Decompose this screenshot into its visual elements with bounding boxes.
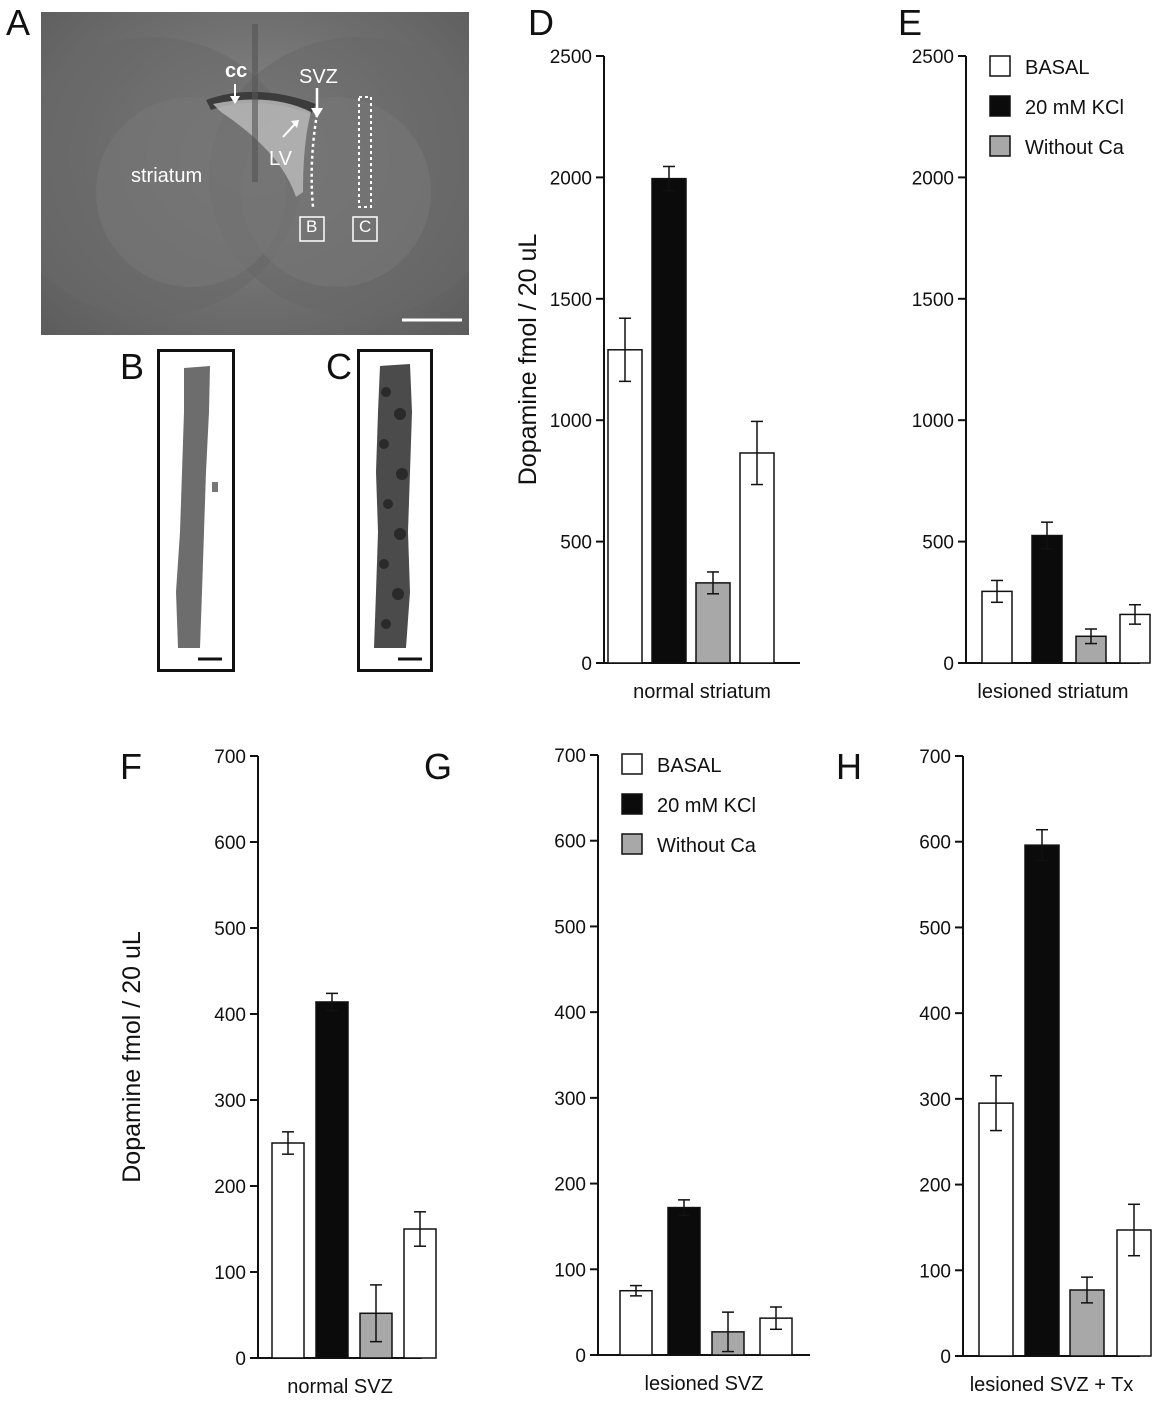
y-tick-label: 400 <box>554 1003 586 1024</box>
panel-label-c: C <box>326 346 352 387</box>
y-tick-label: 700 <box>214 747 246 768</box>
y-axis-label: Dopamine fmol / 20 uL <box>118 931 146 1183</box>
y-tick-label: 200 <box>554 1175 586 1196</box>
bar-2 <box>1031 534 1063 664</box>
y-tick-label: 200 <box>919 1176 951 1197</box>
y-tick-label: 500 <box>922 533 954 554</box>
y-tick-label: 0 <box>575 1346 586 1367</box>
label-striatum: striatum <box>131 165 203 187</box>
legend-label-3: Without Ca <box>657 835 757 857</box>
y-tick-label: 600 <box>214 833 246 854</box>
y-tick-label: 0 <box>943 654 954 675</box>
svz-tissue-strip-panel <box>157 349 235 672</box>
y-tick-label: 400 <box>919 1004 951 1025</box>
panel-label-g: G <box>424 746 453 787</box>
label-box-b: B <box>306 217 318 236</box>
y-tick-label: 100 <box>919 1261 951 1282</box>
y-tick-label: 600 <box>554 832 586 853</box>
chart-h: 0 100 200 300 400 500 600 700 lesioned SVZ + Tx <box>919 747 1152 1396</box>
chart-d: 0 500 1000 1500 2000 2500 normal striatum Dopam… <box>514 47 800 703</box>
y-tick-label: 700 <box>919 747 951 768</box>
bar-2 <box>1024 844 1060 1357</box>
y-tick-label: 100 <box>214 1263 246 1284</box>
y-tick-label: 0 <box>235 1349 246 1370</box>
y-tick-label: 600 <box>919 833 951 854</box>
y-tick-label: 500 <box>919 918 951 939</box>
label-cc: cc <box>225 60 248 82</box>
legend-label-3: Without Ca <box>1025 137 1125 159</box>
y-tick-label: 1000 <box>912 411 954 432</box>
y-tick-label: 100 <box>554 1260 586 1281</box>
panel-label-d: D <box>528 2 554 43</box>
y-tick-label: 500 <box>560 533 592 554</box>
brain-section-drawing <box>41 24 469 322</box>
legend-label-1: BASAL <box>1025 57 1089 79</box>
label-lv: LV <box>269 148 292 170</box>
striatum-tissue-strip-panel <box>357 349 433 672</box>
y-tick-label: 1500 <box>912 290 954 311</box>
legend: BASAL 20 mM KCl Without Ca <box>989 55 1125 159</box>
bar-2 <box>667 1206 701 1356</box>
panel-label-e: E <box>898 2 923 43</box>
legend-swatch-1 <box>621 753 643 775</box>
legend-swatch-3 <box>989 135 1011 157</box>
y-tick-label: 2500 <box>912 47 954 68</box>
bar-4 <box>403 1228 437 1359</box>
svz-tissue-drawing <box>176 366 222 661</box>
y-tick-label: 300 <box>214 1091 246 1112</box>
y-tick-label: 2000 <box>912 168 954 189</box>
bar-1 <box>607 349 643 664</box>
y-tick-label: 0 <box>940 1347 951 1368</box>
bar-1 <box>981 590 1013 664</box>
label-svz: SVZ <box>299 66 338 88</box>
bar-4 <box>739 452 775 664</box>
x-axis-label: lesioned SVZ + Tx <box>970 1374 1134 1396</box>
chart-f: 0 100 200 300 400 500 600 700 normal SVZ Dopamine… <box>118 747 437 1398</box>
bar-1 <box>619 1289 653 1356</box>
panel-label-f: F <box>120 746 142 787</box>
legend-swatch-2 <box>621 793 643 815</box>
legend-label-2: 20 mM KCl <box>1025 97 1124 119</box>
y-tick-label: 700 <box>554 746 586 767</box>
y-tick-label: 300 <box>554 1089 586 1110</box>
y-tick-label: 400 <box>214 1005 246 1026</box>
y-tick-label: 1000 <box>550 411 592 432</box>
legend-label-1: BASAL <box>657 755 721 777</box>
bar-1 <box>271 1142 305 1359</box>
legend-swatch-2 <box>989 95 1011 117</box>
x-axis-label: lesioned striatum <box>977 681 1128 703</box>
y-tick-label: 200 <box>214 1177 246 1198</box>
panel-label-a: A <box>6 2 31 43</box>
chart-g: 0 100 200 300 400 500 600 700 lesioned SVZ BASAL 2… <box>554 746 810 1395</box>
x-axis-label: normal striatum <box>633 681 771 703</box>
panel-label-b: B <box>120 346 145 387</box>
y-tick-label: 2500 <box>550 47 592 68</box>
legend-swatch-1 <box>989 55 1011 77</box>
panel-label-h: H <box>836 746 862 787</box>
y-axis-label: Dopamine fmol / 20 uL <box>514 234 542 486</box>
bar-4 <box>1119 613 1151 664</box>
x-axis-label: normal SVZ <box>287 1376 393 1398</box>
y-tick-label: 1500 <box>550 290 592 311</box>
bar-1 <box>978 1102 1014 1357</box>
legend: BASAL 20 mM KCl Without Ca <box>621 753 757 857</box>
y-tick-label: 0 <box>581 654 592 675</box>
x-axis-label: lesioned SVZ <box>645 1373 764 1395</box>
legend-label-2: 20 mM KCl <box>657 795 756 817</box>
legend-swatch-3 <box>621 833 643 855</box>
y-tick-label: 500 <box>554 917 586 938</box>
chart-e: 0 500 1000 1500 2000 2500 lesioned striatum BAS… <box>912 47 1151 703</box>
label-box-c: C <box>359 217 372 236</box>
y-tick-label: 2000 <box>550 168 592 189</box>
bar-3 <box>695 582 731 664</box>
bar-2 <box>315 1001 349 1359</box>
y-tick-label: 500 <box>214 919 246 940</box>
bar-2 <box>651 177 687 664</box>
y-tick-label: 300 <box>919 1090 951 1111</box>
brain-section-micrograph: cc SVZ LV striatum B C <box>41 12 469 335</box>
striatum-tissue-drawing <box>374 364 422 661</box>
